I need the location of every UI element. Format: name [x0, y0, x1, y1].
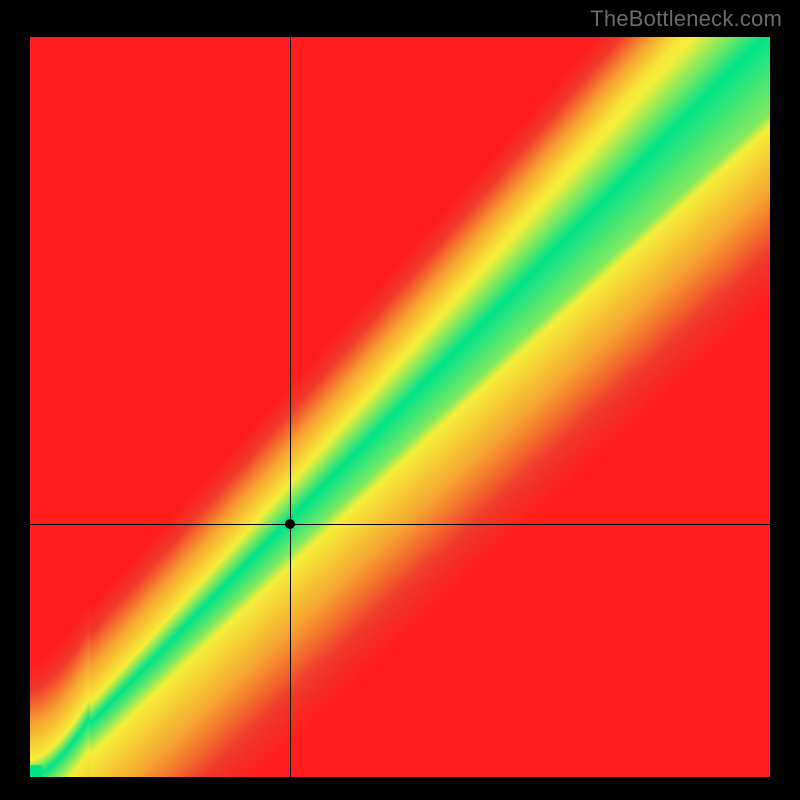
- heatmap-canvas: [30, 37, 770, 777]
- plot-area: [30, 37, 770, 777]
- crosshair-vertical: [290, 37, 291, 777]
- crosshair-point: [285, 519, 295, 529]
- watermark-text: TheBottleneck.com: [590, 6, 782, 32]
- crosshair-horizontal: [30, 524, 770, 525]
